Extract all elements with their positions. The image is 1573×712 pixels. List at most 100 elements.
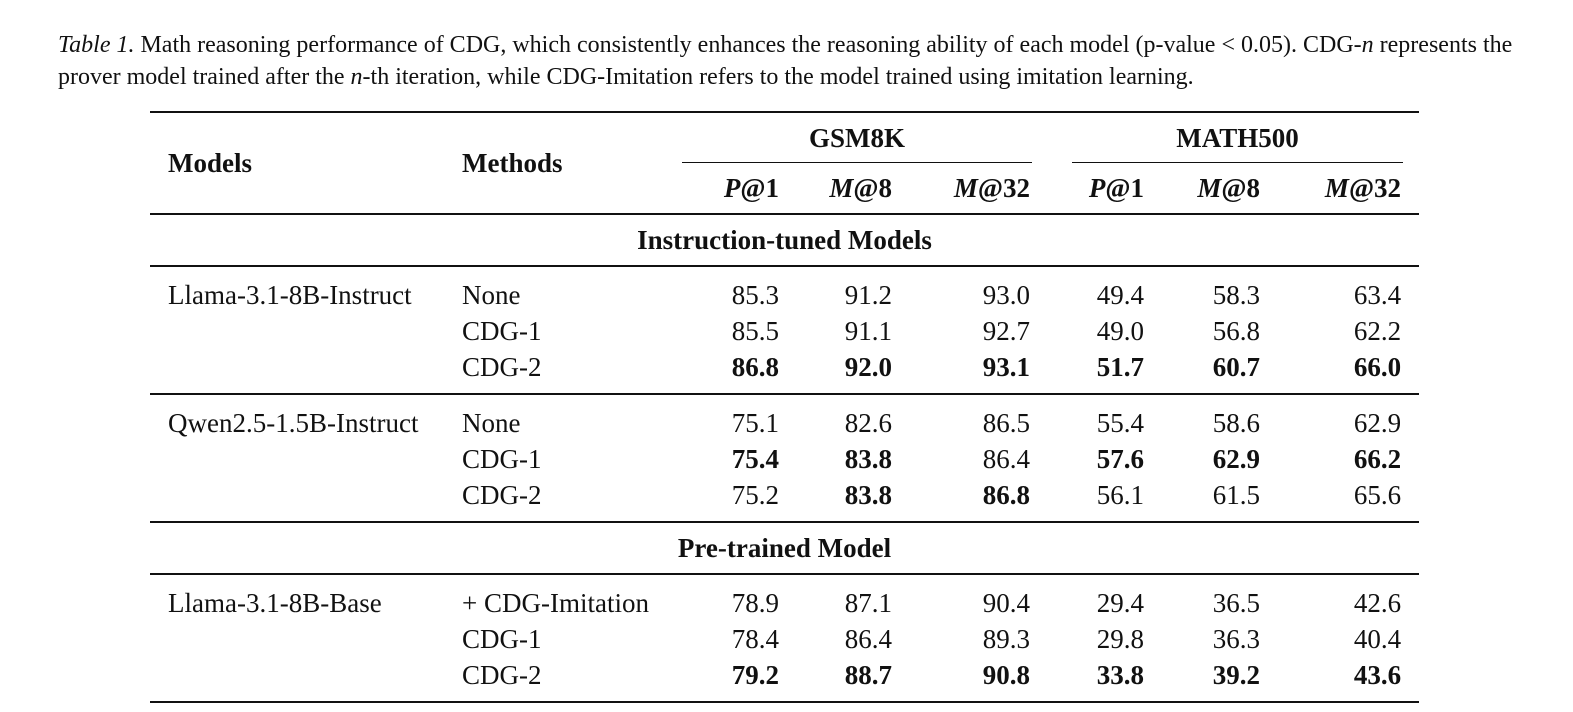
results-table: Models Methods GSM8K MATH500 P@1 M@8 M@32 P… [150, 111, 1420, 703]
model-name: Llama-3.1-8B-Base [168, 587, 382, 618]
table-row: CDG-2 79.2 88.7 90.8 33.8 39.2 43.6 [150, 657, 1420, 702]
score-cell: 93.0 [982, 279, 1031, 310]
header-gsm8k: GSM8K [676, 112, 1048, 163]
score-cell: 75.1 [731, 407, 779, 438]
score-cell: 91.1 [844, 315, 892, 346]
method-name: None [462, 279, 521, 310]
header-metric: M@8 [1162, 163, 1278, 214]
score-cell: 86.5 [982, 407, 1031, 438]
score-cell: 65.6 [1353, 479, 1402, 510]
score-cell: 85.3 [731, 279, 779, 310]
results-table-container: Models Methods GSM8K MATH500 P@1 M@8 M@32 P… [150, 111, 1420, 703]
caption-text: ). CDG- [1283, 32, 1362, 58]
header-math500-label: MATH500 [1072, 113, 1404, 163]
model-name [150, 349, 462, 394]
table-body: Instruction-tuned Models Llama-3.1-8B-Ins… [150, 214, 1420, 702]
score-cell: 78.4 [731, 623, 779, 654]
caption-math-n: n [1361, 32, 1374, 58]
table-row: CDG-2 86.8 92.0 93.1 51.7 60.7 66.0 [150, 349, 1420, 394]
caption-text: Math reasoning performance of CDG, which… [134, 32, 1222, 58]
score-cell: 90.4 [982, 587, 1031, 618]
score-cell: 86.4 [982, 443, 1031, 474]
score-cell: 78.9 [731, 587, 779, 618]
score-cell: 92.0 [844, 351, 892, 382]
method-name: CDG-2 [462, 479, 542, 510]
score-cell: 58.3 [1212, 279, 1261, 310]
header-metric: M@32 [910, 163, 1048, 214]
score-cell: 36.5 [1212, 587, 1261, 618]
score-cell: 62.9 [1353, 407, 1402, 438]
score-cell: 62.2 [1353, 315, 1402, 346]
score-cell: 86.8 [982, 479, 1031, 510]
method-name: None [462, 407, 521, 438]
score-cell: 36.3 [1212, 623, 1261, 654]
score-cell: 62.9 [1212, 443, 1261, 474]
score-cell: 86.8 [731, 351, 779, 382]
method-name: CDG-2 [462, 351, 542, 382]
score-cell: 63.4 [1353, 279, 1402, 310]
score-cell: 55.4 [1096, 407, 1145, 438]
method-name: + CDG-Imitation [462, 587, 649, 618]
table-row: Llama-3.1-8B-Base + CDG-Imitation 78.9 87.1… [150, 574, 1419, 621]
score-cell: 29.4 [1096, 587, 1145, 618]
header-metric: M@8 [797, 163, 910, 214]
method-name: CDG-1 [462, 315, 542, 346]
metric-symbol: M [1324, 172, 1349, 203]
score-cell: 39.2 [1212, 659, 1261, 690]
metric-symbol: M [1197, 172, 1222, 203]
score-cell: 33.8 [1096, 659, 1145, 690]
metric-symbol: P [1088, 172, 1106, 203]
method-name: CDG-1 [462, 623, 542, 654]
score-cell: 43.6 [1353, 659, 1402, 690]
score-cell: 89.3 [982, 623, 1031, 654]
metric-suffix: @8 [1221, 172, 1261, 203]
caption-text: -th iteration, while CDG-Imitation refer… [362, 64, 1194, 90]
section-header-row: Instruction-tuned Models [150, 214, 1420, 266]
header-methods: Methods [462, 147, 563, 178]
header-row-metrics: P@1 M@8 M@32 P@1 M@8 M@32 [150, 163, 1420, 214]
model-name [150, 441, 462, 477]
table-row: Qwen2.5-1.5B-Instruct None 75.1 82.6 86.5 55.… [150, 394, 1419, 441]
header-metric: M@32 [1278, 163, 1419, 214]
score-cell: 75.4 [731, 443, 779, 474]
table-caption: Table 1. Math reasoning performance of C… [58, 29, 1518, 93]
score-cell: 87.1 [844, 587, 892, 618]
score-cell: 75.2 [731, 479, 779, 510]
score-cell: 82.6 [844, 407, 892, 438]
metric-suffix: @32 [1348, 172, 1402, 203]
metric-suffix: @8 [853, 172, 892, 203]
score-cell: 90.8 [982, 659, 1031, 690]
score-cell: 60.7 [1212, 351, 1261, 382]
score-cell: 66.2 [1353, 443, 1402, 474]
header-models: Models [168, 147, 252, 178]
table-row: CDG-1 75.4 83.8 86.4 57.6 62.9 66.2 [150, 441, 1419, 477]
score-cell: 49.0 [1096, 315, 1145, 346]
header-math500: MATH500 [1048, 112, 1419, 163]
score-cell: 88.7 [844, 659, 892, 690]
caption-math-n: n [350, 64, 363, 90]
caption-text: represents the prover model trained afte… [58, 32, 1513, 90]
method-name: CDG-1 [462, 443, 542, 474]
metric-symbol: M [829, 172, 854, 203]
header-gsm8k-label: GSM8K [682, 113, 1033, 163]
score-cell: 92.7 [982, 315, 1031, 346]
model-name [150, 621, 462, 657]
score-cell: 56.8 [1212, 315, 1261, 346]
score-cell: 66.0 [1353, 351, 1402, 382]
metric-symbol: M [953, 172, 978, 203]
header-row-groups: Models Methods GSM8K MATH500 [150, 112, 1420, 178]
table-row: CDG-2 75.2 83.8 86.8 56.1 61.5 65.6 [150, 477, 1420, 522]
table-row: CDG-1 78.4 86.4 89.3 29.8 36.3 40.4 [150, 621, 1419, 657]
score-cell: 29.8 [1096, 623, 1145, 654]
caption-lt: < 0.05 [1221, 32, 1283, 58]
model-name: Qwen2.5-1.5B-Instruct [168, 407, 419, 438]
score-cell: 86.4 [844, 623, 892, 654]
table-row: Llama-3.1-8B-Instruct None 85.3 91.2 93.0 49.… [150, 266, 1419, 313]
score-cell: 91.2 [844, 279, 892, 310]
score-cell: 83.8 [844, 443, 892, 474]
metric-suffix: @1 [1105, 172, 1145, 203]
section-title: Pre-trained Model [677, 532, 892, 563]
score-cell: 61.5 [1212, 479, 1261, 510]
header-metric: P@1 [676, 163, 797, 214]
model-name [150, 477, 462, 522]
